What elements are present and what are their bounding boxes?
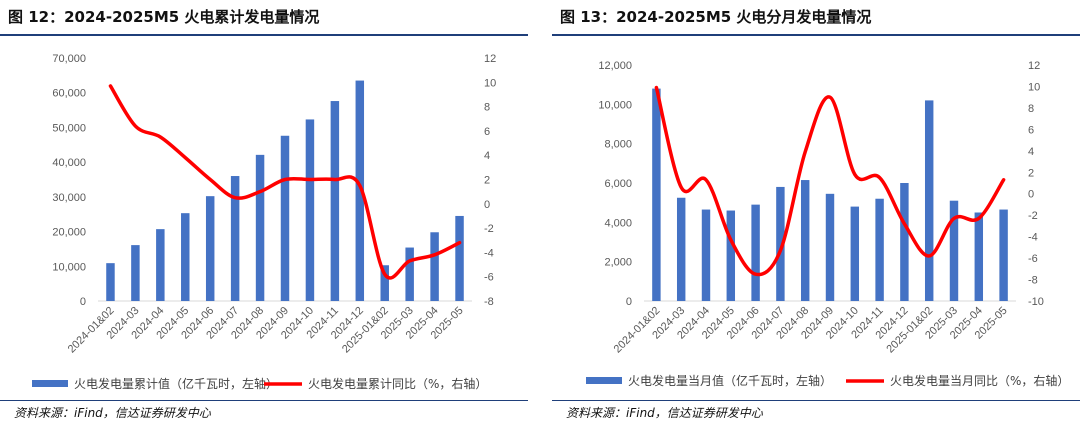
left-axis-tick-label: 40,000 — [52, 157, 86, 169]
legend-line-label: 火电发电量累计同比（%，右轴） — [308, 376, 487, 391]
right-axis-tick-label: -6 — [484, 272, 494, 284]
legend-bar-label: 火电发电量累计值（亿千瓦时，左轴） — [74, 376, 278, 391]
right-axis-tick-label: -4 — [1028, 232, 1038, 244]
source-note: 资料来源：iFind，信达证券研发中心 — [566, 406, 763, 420]
left-axis-tick-label: 60,000 — [52, 88, 86, 100]
monthly-generation-chart: 0 2,000 4,000 6,000 8,000 10,000 12,000 -10 -8 -6… — [586, 60, 1069, 388]
bar — [701, 209, 711, 301]
bar — [106, 263, 115, 301]
bar — [330, 101, 340, 301]
legend-bar-swatch — [32, 380, 68, 387]
bar — [974, 212, 984, 301]
right-axis-tick-label: 0 — [484, 199, 490, 211]
bar — [999, 209, 1008, 301]
left-axis-tick-label: 6,000 — [604, 178, 632, 190]
right-axis-tick-label: 4 — [1028, 146, 1034, 158]
right-axis-tick-label: -10 — [1028, 296, 1044, 308]
bar — [156, 229, 165, 301]
title-underline — [552, 34, 1080, 36]
left-chart-panel: 图 12：2024-2025M5 火电累计发电量情况 0 10,000 20,000… — [0, 0, 528, 426]
right-axis-tick-label: 0 — [1028, 189, 1034, 201]
left-axis-tick-label: 0 — [626, 296, 632, 308]
bar — [676, 197, 686, 301]
bar — [850, 206, 860, 301]
bar — [255, 154, 265, 301]
left-axis-tick-label: 12,000 — [598, 60, 632, 72]
right-axis-tick-label: 2 — [1028, 167, 1034, 179]
bar — [825, 193, 835, 301]
right-axis-tick-label: 12 — [1028, 60, 1040, 72]
bar — [181, 213, 190, 301]
left-axis-tick-label: 70,000 — [52, 53, 86, 65]
bar — [776, 186, 785, 301]
cumulative-generation-chart: 0 10,000 20,000 30,000 40,000 50,000 60,000 70,… — [32, 53, 496, 391]
bar — [280, 135, 290, 301]
chart-title: 图 12：2024-2025M5 火电累计发电量情况 — [8, 8, 320, 26]
bar — [924, 100, 934, 302]
right-axis-tick-label: -8 — [1028, 275, 1038, 287]
left-axis-tick-label: 8,000 — [604, 139, 632, 151]
left-axis-tick-label: 4,000 — [604, 217, 632, 229]
left-axis-tick-label: 10,000 — [598, 99, 632, 111]
left-axis-tick-label: 10,000 — [52, 261, 86, 273]
source-divider — [0, 400, 528, 401]
yoy-line — [654, 85, 1006, 277]
bar — [800, 180, 810, 301]
bar — [751, 204, 760, 301]
bar — [205, 196, 215, 301]
right-axis-tick-label: -2 — [1028, 210, 1038, 222]
source-divider — [552, 400, 1080, 401]
bar — [405, 247, 414, 301]
bar — [949, 200, 959, 301]
legend-bar-swatch — [586, 377, 622, 384]
bar — [455, 215, 464, 301]
left-axis-tick-label: 20,000 — [52, 227, 86, 239]
title-underline — [0, 34, 528, 36]
right-axis-tick-label: -4 — [484, 247, 494, 259]
right-axis-tick-label: -6 — [1028, 253, 1038, 265]
bar — [230, 176, 240, 301]
bar — [305, 119, 315, 302]
right-chart-panel: 图 13：2024-2025M5 火电分月发电量情况 0 2,000 4,000 6,… — [552, 0, 1080, 426]
source-note: 资料来源：iFind，信达证券研发中心 — [14, 406, 211, 420]
bar — [875, 198, 884, 301]
legend-bar-label: 火电发电量当月值（亿千瓦时，左轴） — [628, 373, 832, 388]
right-axis-tick-label: 4 — [484, 150, 490, 162]
bar — [652, 88, 661, 301]
right-axis-tick-label: 12 — [484, 53, 496, 65]
legend-line-label: 火电发电量当月同比（%，右轴） — [890, 373, 1069, 388]
right-axis-tick-label: 6 — [1028, 124, 1034, 136]
left-axis-tick-label: 50,000 — [52, 122, 86, 134]
right-axis-tick-label: -8 — [484, 296, 494, 308]
bar — [430, 232, 439, 301]
left-axis-tick-label: 0 — [80, 296, 86, 308]
right-axis-tick-label: 8 — [484, 102, 490, 114]
right-axis-tick-label: 2 — [484, 175, 490, 187]
left-axis-tick-label: 30,000 — [52, 192, 86, 204]
bar — [131, 245, 140, 301]
left-axis-tick-label: 2,000 — [604, 257, 632, 269]
right-axis-tick-label: 8 — [1028, 103, 1034, 115]
chart-title: 图 13：2024-2025M5 火电分月发电量情况 — [560, 8, 872, 26]
right-axis-tick-label: 6 — [484, 126, 490, 138]
bar — [355, 80, 365, 301]
right-axis-tick-label: 10 — [484, 77, 496, 89]
bar — [900, 183, 909, 301]
bar — [726, 210, 736, 301]
right-axis-tick-label: -2 — [484, 223, 494, 235]
bar — [380, 265, 389, 301]
right-axis-tick-label: 10 — [1028, 81, 1040, 93]
yoy-line — [108, 84, 462, 280]
